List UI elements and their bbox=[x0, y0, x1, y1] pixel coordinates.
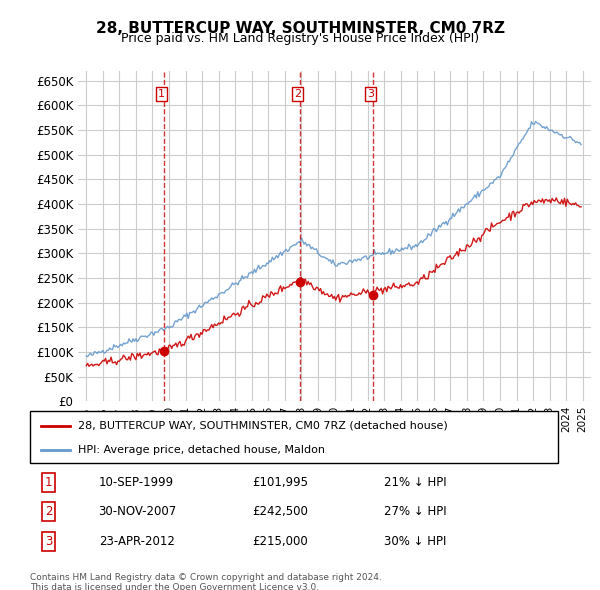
Text: Price paid vs. HM Land Registry's House Price Index (HPI): Price paid vs. HM Land Registry's House … bbox=[121, 32, 479, 45]
Text: This data is licensed under the Open Government Licence v3.0.: This data is licensed under the Open Gov… bbox=[30, 583, 319, 590]
Text: 1: 1 bbox=[158, 89, 165, 99]
Text: 3: 3 bbox=[367, 89, 374, 99]
Text: £101,995: £101,995 bbox=[252, 476, 308, 489]
Text: Contains HM Land Registry data © Crown copyright and database right 2024.: Contains HM Land Registry data © Crown c… bbox=[30, 573, 382, 582]
Text: 30% ↓ HPI: 30% ↓ HPI bbox=[384, 535, 446, 548]
Text: 28, BUTTERCUP WAY, SOUTHMINSTER, CM0 7RZ: 28, BUTTERCUP WAY, SOUTHMINSTER, CM0 7RZ bbox=[95, 21, 505, 35]
Text: £215,000: £215,000 bbox=[252, 535, 308, 548]
Text: 2: 2 bbox=[45, 505, 52, 519]
Text: £242,500: £242,500 bbox=[252, 505, 308, 519]
Text: HPI: Average price, detached house, Maldon: HPI: Average price, detached house, Mald… bbox=[77, 445, 325, 455]
Text: 21% ↓ HPI: 21% ↓ HPI bbox=[384, 476, 446, 489]
FancyBboxPatch shape bbox=[30, 411, 558, 463]
Text: 2: 2 bbox=[294, 89, 301, 99]
Text: 3: 3 bbox=[45, 535, 52, 548]
Text: 23-APR-2012: 23-APR-2012 bbox=[98, 535, 175, 548]
Text: 1: 1 bbox=[45, 476, 52, 489]
Text: 28, BUTTERCUP WAY, SOUTHMINSTER, CM0 7RZ (detached house): 28, BUTTERCUP WAY, SOUTHMINSTER, CM0 7RZ… bbox=[77, 421, 447, 431]
Text: 27% ↓ HPI: 27% ↓ HPI bbox=[384, 505, 446, 519]
Text: 10-SEP-1999: 10-SEP-1999 bbox=[98, 476, 174, 489]
Text: 30-NOV-2007: 30-NOV-2007 bbox=[98, 505, 177, 519]
